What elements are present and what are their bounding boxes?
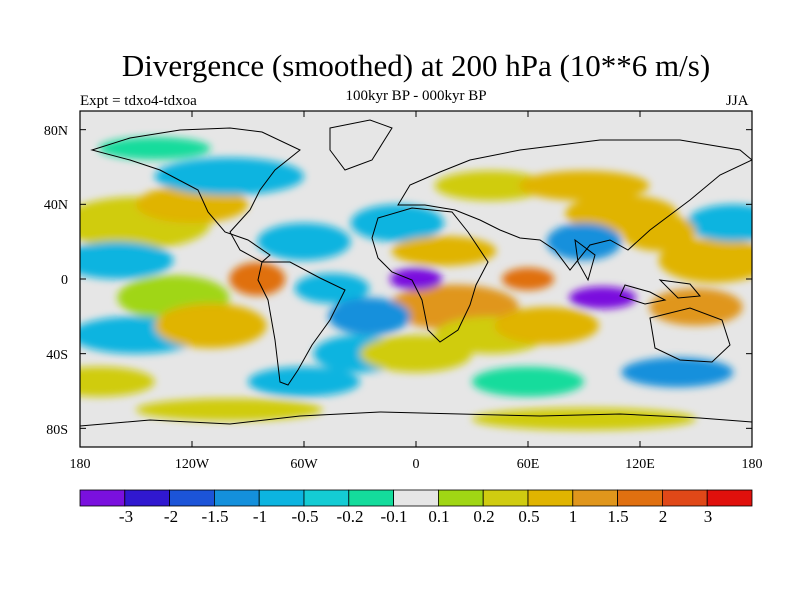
- field-feature: [658, 237, 752, 283]
- field-feature: [154, 303, 267, 349]
- field-feature: [621, 357, 734, 388]
- lat-label-40n: 40N: [43, 198, 68, 213]
- colorbar-swatch: [169, 489, 215, 507]
- field-feature: [434, 170, 547, 201]
- colorbar-swatch: [213, 489, 260, 507]
- field-extremum: [494, 307, 599, 345]
- lon-label-60w: 60W: [290, 457, 318, 472]
- field-extremum: [389, 267, 443, 291]
- colorbar-label: -3: [118, 507, 134, 526]
- lon-label-180w: 180: [69, 457, 91, 472]
- field-feature: [472, 407, 696, 431]
- field-feature: [248, 366, 360, 397]
- field-feature: [472, 366, 584, 397]
- lon-label-180e: 180: [741, 457, 763, 472]
- colorbar-swatch: [482, 489, 529, 507]
- field-feature: [80, 241, 174, 279]
- field-feature: [136, 398, 323, 421]
- field-extremum: [229, 262, 286, 296]
- lon-label-120e: 120E: [625, 457, 655, 472]
- colorbar-swatch: [617, 489, 663, 507]
- colorbar-label: 0.1: [428, 507, 450, 526]
- colorbar-label: -1.5: [201, 507, 229, 526]
- colorbar-label: 3: [703, 507, 713, 526]
- plot-title: Divergence (smoothed) at 200 hPa (10**6 …: [121, 48, 711, 83]
- lat-label-80s: 80S: [46, 423, 68, 438]
- field-extremum: [391, 236, 497, 266]
- field-feature: [80, 366, 155, 397]
- field-feature: [136, 185, 248, 223]
- colorbar-swatch: [393, 489, 439, 507]
- coastlines: [80, 119, 752, 427]
- colorbar-swatch: [258, 489, 305, 507]
- divergence-field: [80, 111, 752, 447]
- plot-subtitle: 100kyr BP - 000kyr BP: [345, 88, 487, 104]
- colorbar-swatch: [662, 489, 708, 507]
- lon-label-60e: 60E: [516, 457, 540, 472]
- field-feature: [257, 223, 351, 261]
- field-feature: [294, 273, 370, 304]
- colorbar-swatch: [437, 489, 484, 507]
- lat-label-80n: 80N: [43, 124, 68, 139]
- colorbar-label: 1.5: [607, 507, 629, 526]
- lat-label-eq: 0: [61, 273, 68, 288]
- colorbar-swatch: [303, 489, 350, 507]
- colorbar-label: -0.1: [380, 507, 408, 526]
- lon-label-0: 0: [412, 457, 420, 472]
- field-extremum: [569, 286, 637, 309]
- lon-label-120w: 120W: [174, 457, 210, 472]
- season-label: JJA: [726, 93, 749, 109]
- field-extremum: [501, 267, 555, 291]
- field-feature: [518, 170, 650, 201]
- field-feature: [686, 204, 752, 242]
- colorbar: [79, 489, 753, 507]
- colorbar-swatch: [706, 489, 753, 507]
- colorbar-label: 2: [658, 507, 668, 526]
- colorbar-label: -0.2: [336, 507, 364, 526]
- colorbar-label: 1: [568, 507, 578, 526]
- colorbar-label: -0.5: [291, 507, 319, 526]
- colorbar-swatch: [124, 489, 171, 507]
- field-feature: [98, 137, 211, 160]
- field-extremum: [621, 213, 697, 251]
- field-feature: [546, 223, 622, 261]
- colorbar-swatch: [527, 489, 574, 507]
- colorbar-label: 0.2: [473, 507, 495, 526]
- field-extremum: [328, 297, 411, 336]
- colorbar-label: -1: [252, 507, 268, 526]
- lat-label-40s: 40S: [46, 348, 68, 363]
- colorbar-label: 0.5: [518, 507, 540, 526]
- field-feature: [649, 288, 743, 326]
- experiment-label: Expt = tdxo4-tdxoa: [80, 93, 197, 109]
- colorbar-swatch: [79, 489, 126, 507]
- field-feature: [154, 157, 304, 195]
- colorbar-swatch: [572, 489, 618, 507]
- colorbar-swatch: [348, 489, 394, 507]
- colorbar-label: -2: [163, 507, 179, 526]
